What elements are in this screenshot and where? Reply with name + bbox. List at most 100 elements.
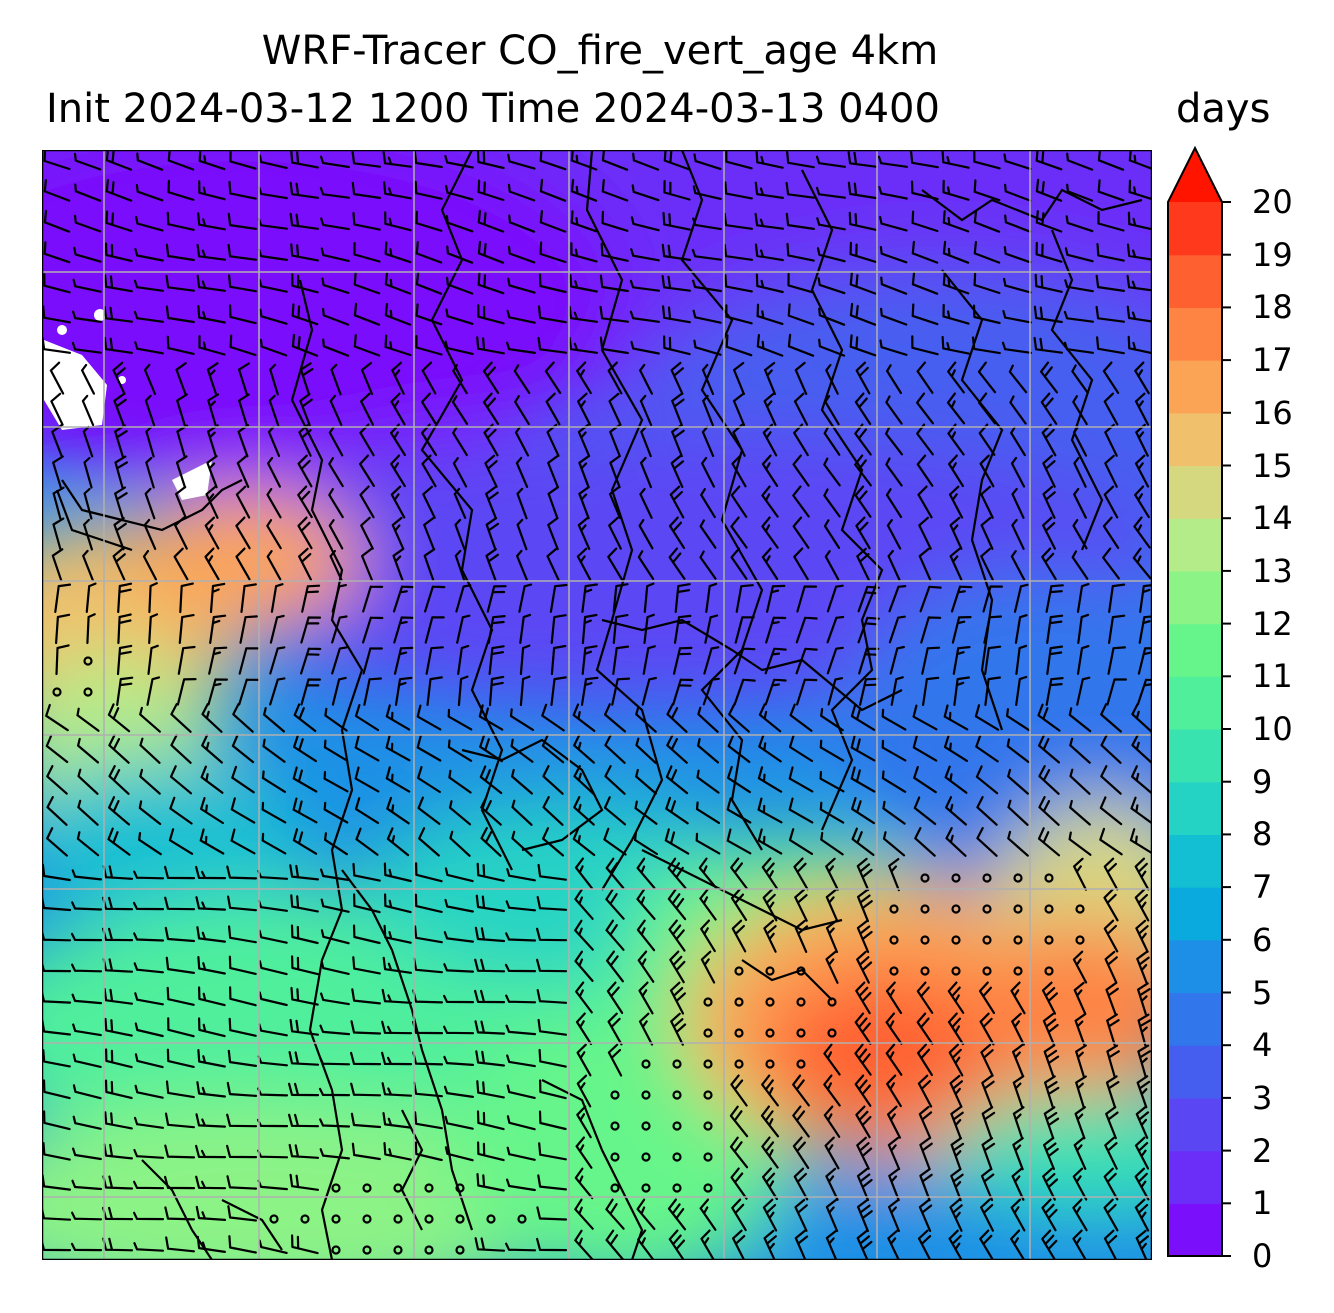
- wind-barb: [639, 363, 653, 395]
- wind-barb: [640, 456, 652, 489]
- wind-barb: [390, 485, 406, 519]
- wind-barb: [329, 549, 343, 581]
- calm-wind-marker: [641, 1121, 651, 1131]
- wind-barb: [547, 455, 559, 489]
- wind-barb: [1010, 1198, 1026, 1232]
- wind-barb: [198, 1017, 226, 1038]
- wind-barb: [201, 734, 223, 764]
- wind-barb: [138, 832, 162, 856]
- wind-barb: [577, 423, 591, 458]
- wind-barb: [762, 423, 778, 457]
- wind-barb: [198, 150, 226, 171]
- wind-barb: [1007, 768, 1029, 795]
- wind-barb: [227, 895, 257, 912]
- wind-barb: [578, 486, 590, 520]
- wind-barb: [581, 645, 598, 675]
- wind-barb: [691, 248, 722, 261]
- wind-barb: [385, 735, 411, 762]
- wind-barb: [573, 765, 595, 795]
- wind-barb: [673, 614, 692, 644]
- wind-barb: [879, 215, 908, 232]
- wind-barb: [445, 215, 474, 233]
- wind-barb: [917, 1229, 932, 1260]
- wind-barb: [889, 645, 905, 675]
- wind-barb: [415, 335, 443, 356]
- wind-barb: [817, 277, 846, 295]
- wind-barb: [538, 1110, 567, 1131]
- wind-barb: [1014, 614, 1028, 644]
- wind-barb: [290, 986, 319, 1006]
- wind-barb: [477, 272, 505, 295]
- wind-barb: [944, 765, 968, 794]
- wind-barb: [319, 186, 350, 199]
- wind-barb: [700, 950, 716, 984]
- wind-barb: [164, 926, 196, 943]
- wind-barb: [418, 827, 440, 857]
- wind-barb: [226, 865, 258, 880]
- wind-barb: [266, 519, 282, 550]
- wind-barb: [197, 956, 226, 975]
- wind-barb: [761, 454, 779, 487]
- wind-barb: [511, 799, 533, 826]
- wind-barb: [267, 456, 281, 488]
- wind-barb: [630, 216, 660, 232]
- wind-barb: [788, 797, 814, 824]
- wind-barb: [323, 770, 349, 793]
- wind-barb: [382, 956, 412, 974]
- wind-barb: [665, 796, 689, 825]
- wind-barb: [506, 1146, 536, 1161]
- wind-barb: [1072, 1198, 1088, 1232]
- wind-barb: [42, 1079, 71, 1100]
- wind-barb: [200, 797, 224, 825]
- wind-barb: [1104, 423, 1118, 457]
- wind-barb: [1004, 183, 1032, 202]
- wind-barb: [43, 273, 71, 294]
- wind-barb: [629, 310, 660, 323]
- wind-barb: [574, 1229, 594, 1260]
- wind-barb: [635, 706, 657, 733]
- wind-barb: [1072, 1167, 1088, 1201]
- colorbar: [1167, 145, 1231, 1257]
- wind-barb: [609, 455, 621, 489]
- wind-barb: [444, 867, 474, 883]
- wind-barb: [1138, 615, 1152, 644]
- wind-barb: [1126, 305, 1152, 323]
- wind-barb: [849, 334, 877, 357]
- coastline-segment: [601, 618, 903, 712]
- wind-barb: [81, 363, 95, 395]
- wind-barb: [1134, 857, 1150, 891]
- wind-barb: [71, 341, 102, 354]
- colorbar-band: [1168, 623, 1222, 677]
- wind-barb: [856, 919, 873, 954]
- wind-barb: [794, 919, 809, 953]
- wind-barb: [947, 981, 965, 1014]
- wind-barb: [1134, 1198, 1150, 1232]
- wind-barb: [942, 272, 970, 295]
- wind-barb: [43, 241, 71, 264]
- wind-barb: [289, 1018, 319, 1036]
- wind-barb: [850, 766, 876, 793]
- wind-barb: [504, 963, 537, 973]
- wind-barb: [786, 150, 815, 169]
- calm-wind-marker: [1044, 873, 1054, 883]
- wind-barb: [507, 245, 536, 264]
- wind-barb: [384, 302, 412, 326]
- wind-barb: [981, 1106, 996, 1140]
- wind-barb: [133, 1211, 165, 1221]
- wind-barb: [733, 678, 756, 706]
- wind-barb: [667, 1198, 687, 1231]
- wind-barb: [793, 392, 809, 426]
- wind-barb: [516, 518, 528, 551]
- wind-barb: [572, 703, 596, 732]
- wind-barb: [117, 613, 132, 645]
- calm-wind-marker: [1075, 904, 1085, 914]
- wind-barb: [978, 423, 996, 456]
- wind-barb: [762, 888, 778, 922]
- wind-barb: [826, 584, 844, 613]
- wind-barb: [671, 393, 685, 427]
- wind-barb: [1072, 519, 1088, 550]
- wind-barb: [46, 765, 68, 795]
- wind-barb: [662, 211, 691, 231]
- calm-wind-marker: [889, 966, 899, 976]
- wind-barb: [536, 958, 568, 973]
